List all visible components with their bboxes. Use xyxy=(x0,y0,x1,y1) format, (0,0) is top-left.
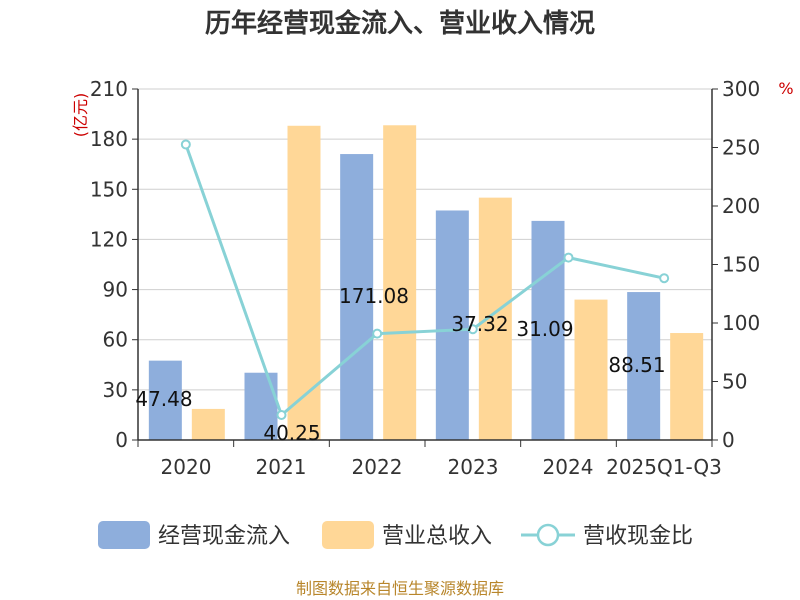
data-label-cash-inflow: 37.32 xyxy=(451,312,508,336)
left-tick-label: 90 xyxy=(103,278,128,302)
bar-revenue xyxy=(383,125,417,441)
right-tick-label: 300 xyxy=(722,77,760,101)
x-tick-label: 2022 xyxy=(352,455,403,479)
data-label-cash-inflow: 88.51 xyxy=(608,353,665,377)
right-tick-label: 100 xyxy=(722,311,760,335)
legend-marker-ratio xyxy=(536,523,560,547)
right-tick-label: 50 xyxy=(722,370,747,394)
left-tick-label: 30 xyxy=(103,378,128,402)
x-tick-label: 2024 xyxy=(543,455,594,479)
data-label-cash-inflow: 40.25 xyxy=(263,421,320,445)
axes: 0 30 60 90 120 150 180 210 0 50 100 150 200 250 300 202… xyxy=(90,77,760,479)
legend[interactable]: 经营现金流入 营业总收入 营收现金比 xyxy=(98,521,693,549)
bar-revenue xyxy=(191,408,225,440)
bar-revenue xyxy=(287,125,321,441)
left-tick-label: 150 xyxy=(90,177,128,201)
legend-swatch-revenue xyxy=(322,521,374,549)
x-tick-label: 2023 xyxy=(448,455,499,479)
data-labels: 47.48 40.25 171.08 37.32 31.09 88.51 xyxy=(135,284,665,445)
left-tick-label: 0 xyxy=(115,428,128,452)
bar-cash-inflow xyxy=(627,292,661,440)
ratio-point xyxy=(563,252,574,263)
bar-cash-inflow xyxy=(531,220,565,440)
right-axis-unit: % xyxy=(778,79,793,98)
x-tick-label: 2025Q1-Q3 xyxy=(606,455,722,479)
ratio-series-line xyxy=(184,143,665,418)
right-tick-label: 150 xyxy=(722,253,760,277)
bar-cash-inflow xyxy=(340,154,374,440)
right-tick-label: 250 xyxy=(722,136,760,160)
legend-swatch-cash-inflow xyxy=(98,521,150,549)
legend-label-cash-inflow: 经营现金流入 xyxy=(158,524,290,549)
bars xyxy=(148,125,704,441)
left-axis-unit: (亿元) xyxy=(71,93,90,138)
right-tick-label: 200 xyxy=(722,194,760,218)
x-tick-label: 2021 xyxy=(256,455,307,479)
ratio-point xyxy=(180,139,191,150)
data-label-cash-inflow: 171.08 xyxy=(339,284,409,308)
x-tick-label: 2020 xyxy=(161,455,212,479)
data-label-cash-inflow: 31.09 xyxy=(516,317,573,341)
left-tick-label: 60 xyxy=(103,328,128,352)
ratio-point xyxy=(467,324,478,335)
left-tick-label: 180 xyxy=(90,127,128,151)
ratio-point xyxy=(659,273,670,284)
bar-revenue xyxy=(574,299,608,440)
legend-label-ratio: 营收现金比 xyxy=(583,524,693,549)
gridlines xyxy=(138,88,712,391)
chart-title: 历年经营现金流入、营业收入情况 xyxy=(205,8,595,39)
ratio-point xyxy=(372,328,383,339)
bar-cash-inflow xyxy=(148,360,182,440)
left-tick-label: 120 xyxy=(90,227,128,251)
legend-label-revenue: 营业总收入 xyxy=(382,524,492,549)
bar-cash-inflow xyxy=(435,210,469,440)
ratio-line xyxy=(180,139,670,420)
source-note: 制图数据来自恒生聚源数据库 xyxy=(296,579,504,598)
data-label-cash-inflow: 47.48 xyxy=(135,387,192,411)
right-tick-label: 0 xyxy=(722,428,735,452)
bar-revenue xyxy=(670,333,704,440)
left-tick-label: 210 xyxy=(90,77,128,101)
ratio-point xyxy=(276,409,287,420)
